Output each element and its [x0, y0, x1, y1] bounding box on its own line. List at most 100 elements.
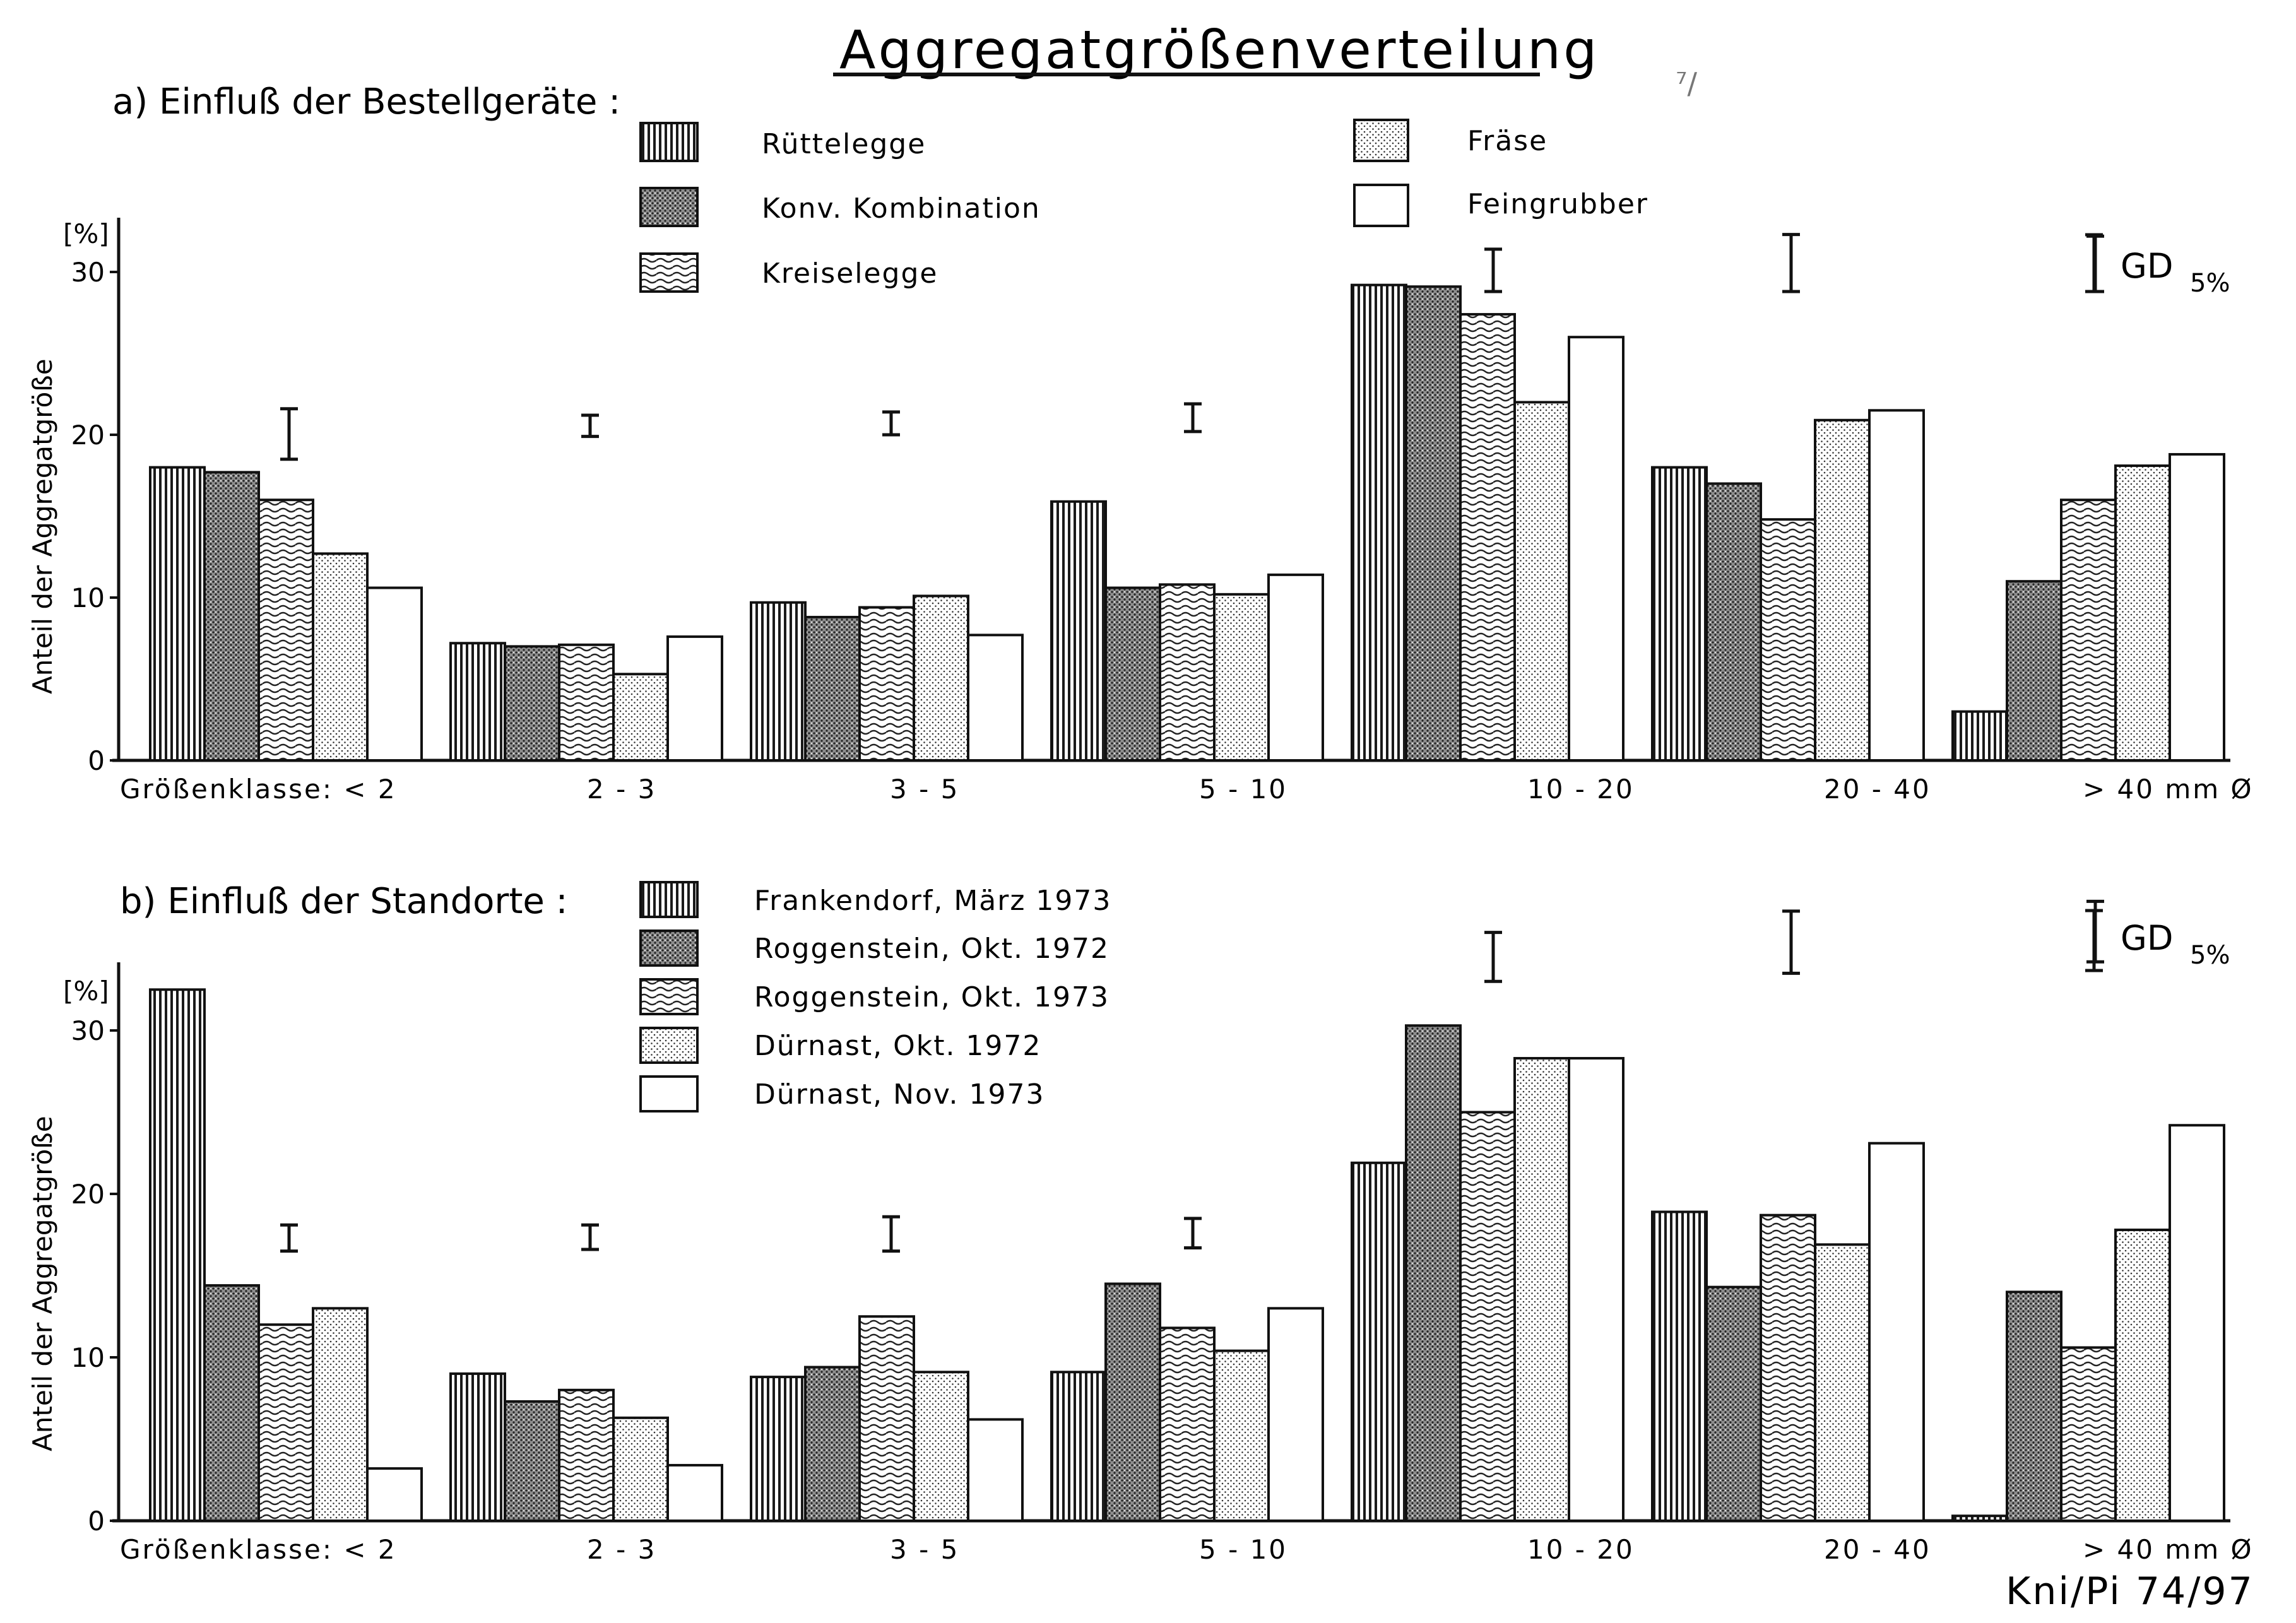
bar-b-s3-c6 — [2114, 1228, 2171, 1522]
legend-a-label-0: Rüttelegge — [762, 128, 926, 160]
bar-a-s2-c4 — [1459, 313, 1516, 762]
bar-a-s0-c0 — [149, 466, 206, 762]
legend-b-swatch-2 — [639, 978, 699, 1015]
bar-a-s4-c3 — [1267, 573, 1324, 762]
x-label-a-2: 3 - 5 — [890, 774, 959, 805]
bar-b-s1-c6 — [2006, 1290, 2062, 1523]
x-label-a-1: 2 - 3 — [587, 774, 656, 805]
bar-b-s0-c0 — [149, 988, 206, 1522]
bar-a-s2-c0 — [257, 499, 314, 762]
bar-b-s2-c5 — [1760, 1213, 1816, 1523]
legend-b-swatch-0 — [639, 881, 699, 918]
legend-a-label-1: Konv. Kombination — [762, 192, 1041, 225]
bar-b-s1-c4 — [1405, 1024, 1462, 1522]
bar-a-s2-c6 — [2060, 499, 2117, 762]
bar-a-s4-c0 — [366, 586, 423, 762]
lsd-marker-a-2 — [882, 410, 900, 437]
bar-b-s1-c3 — [1104, 1282, 1161, 1522]
corner-mark: ⁷/ — [1676, 66, 1697, 100]
legend-a-label-3: Fräse — [1467, 125, 1547, 157]
legend-a-swatch-0 — [639, 122, 699, 162]
x-label-a-5: 20 - 40 — [1824, 774, 1931, 805]
bar-a-s4-c4 — [1568, 336, 1624, 762]
lsd-marker-b-4 — [1484, 931, 1502, 983]
legend-b-label-0: Frankendorf, März 1973 — [754, 885, 1111, 917]
bar-b-s4-c5 — [1868, 1142, 1925, 1522]
bar-b-s4-c6 — [2169, 1124, 2225, 1522]
bar-a-s0-c3 — [1050, 500, 1107, 762]
panel-a-y-unit: [%] — [63, 218, 109, 249]
panel-b-y-tick-label: 0 — [88, 1506, 105, 1537]
bar-a-s3-c1 — [612, 673, 669, 762]
lsd-marker-b-3 — [1184, 1217, 1202, 1249]
bar-b-s3-c3 — [1213, 1349, 1270, 1522]
bar-b-s2-c1 — [558, 1388, 615, 1523]
bar-a-s0-c1 — [449, 642, 506, 762]
lsd-marker-a-3 — [1184, 402, 1202, 434]
lsd-marker-a-1 — [581, 413, 599, 439]
legend-a-swatch-4 — [1353, 184, 1409, 227]
bar-b-s4-c0 — [366, 1467, 423, 1523]
panel-b-y-label: Anteil der Aggregatgröße — [27, 1116, 58, 1451]
bar-a-s1-c1 — [504, 645, 560, 762]
bar-b-s3-c1 — [612, 1416, 669, 1523]
bar-a-s3-c3 — [1213, 593, 1270, 762]
bar-a-s4-c6 — [2169, 452, 2225, 762]
legend-b-label-3: Dürnast, Okt. 1972 — [754, 1030, 1041, 1062]
document-code: Kni/Pi 74/97 — [2006, 1569, 2254, 1614]
panel-b: b) Einfluß der Standorte : [%] Anteil de… — [27, 881, 2254, 1565]
panel-a-y-tick-label: 0 — [88, 745, 105, 776]
bar-b-s1-c1 — [504, 1400, 560, 1522]
panel-b-gd-label: GD 5% — [2121, 918, 2230, 970]
x-label-a-6: > 40 mm Ø — [2083, 774, 2254, 805]
panel-b-y-tick-label: 20 — [71, 1179, 105, 1210]
chart-title: Aggregatgrößenverteilung — [839, 19, 1599, 81]
bar-b-s4-c2 — [967, 1418, 1024, 1522]
bar-b-s0-c2 — [750, 1376, 807, 1523]
panel-a-lsd-markers — [280, 233, 2104, 461]
bar-b-s2-c0 — [257, 1323, 314, 1522]
bar-b-s2-c4 — [1459, 1111, 1516, 1522]
bar-a-s4-c2 — [967, 634, 1024, 762]
bar-a-s2-c1 — [558, 643, 615, 762]
bar-a-s1-c0 — [203, 471, 260, 762]
panel-a-y-tick-label: 30 — [71, 257, 105, 288]
x-label-a-4: 10 - 20 — [1527, 774, 1635, 805]
bar-b-s1-c5 — [1705, 1285, 1762, 1522]
bar-a-s3-c4 — [1513, 401, 1570, 762]
bar-b-s4-c3 — [1267, 1307, 1324, 1523]
legend-b-swatch-4 — [639, 1075, 699, 1112]
bar-a-s3-c5 — [1814, 418, 1871, 762]
legend-b-label-2: Roggenstein, Okt. 1973 — [754, 981, 1110, 1013]
panel-b-gd-legend-bar — [2085, 909, 2103, 972]
x-label-b-3: 5 - 10 — [1199, 1534, 1287, 1565]
panel-b-y-tick-label: 30 — [71, 1015, 105, 1046]
panel-a-gd-label: GD 5% — [2121, 246, 2230, 298]
bar-a-s4-c5 — [1868, 409, 1925, 762]
panel-a-gd-legend-bar — [2085, 233, 2103, 293]
bar-a-s1-c5 — [1705, 482, 1762, 762]
bar-a-s0-c5 — [1651, 466, 1708, 762]
legend-a-swatch-1 — [639, 187, 699, 227]
lsd-marker-a-5 — [1782, 233, 1800, 293]
panel-a-x-labels: Größenklasse: < 2 2 - 3 3 - 5 5 - 10 10 - 20… — [120, 774, 2254, 805]
panel-a-gd-sub: 5% — [2190, 269, 2230, 298]
panel-b-lsd-markers — [280, 899, 2104, 1253]
legend-b-swatch-1 — [639, 930, 699, 967]
lsd-marker-b-5 — [1782, 909, 1800, 975]
panel-a-gd-text: GD — [2121, 246, 2173, 286]
legend-b-label-4: Dürnast, Nov. 1973 — [754, 1078, 1045, 1111]
panel-b-y-unit: [%] — [63, 976, 109, 1006]
x-label-b-4: 10 - 20 — [1527, 1534, 1635, 1565]
panel-b-x-labels: Größenklasse: < 2 2 - 3 3 - 5 5 - 10 10 - 20… — [120, 1534, 2254, 1565]
panel-b-legend: Frankendorf, März 1973 Roggenstein, Okt.… — [639, 881, 1111, 1112]
bar-a-s0-c4 — [1351, 283, 1407, 762]
panel-b-gd-sub: 5% — [2190, 941, 2230, 970]
x-label-b-6: > 40 mm Ø — [2083, 1534, 2254, 1565]
bar-b-s0-c5 — [1651, 1210, 1708, 1522]
panel-b-bars — [149, 988, 2225, 1523]
bar-b-s0-c6 — [1951, 1514, 2008, 1522]
panel-a-legend: Rüttelegge Konv. Kombination Kreiselegge… — [639, 119, 1647, 293]
lsd-marker-b-1 — [581, 1223, 599, 1251]
